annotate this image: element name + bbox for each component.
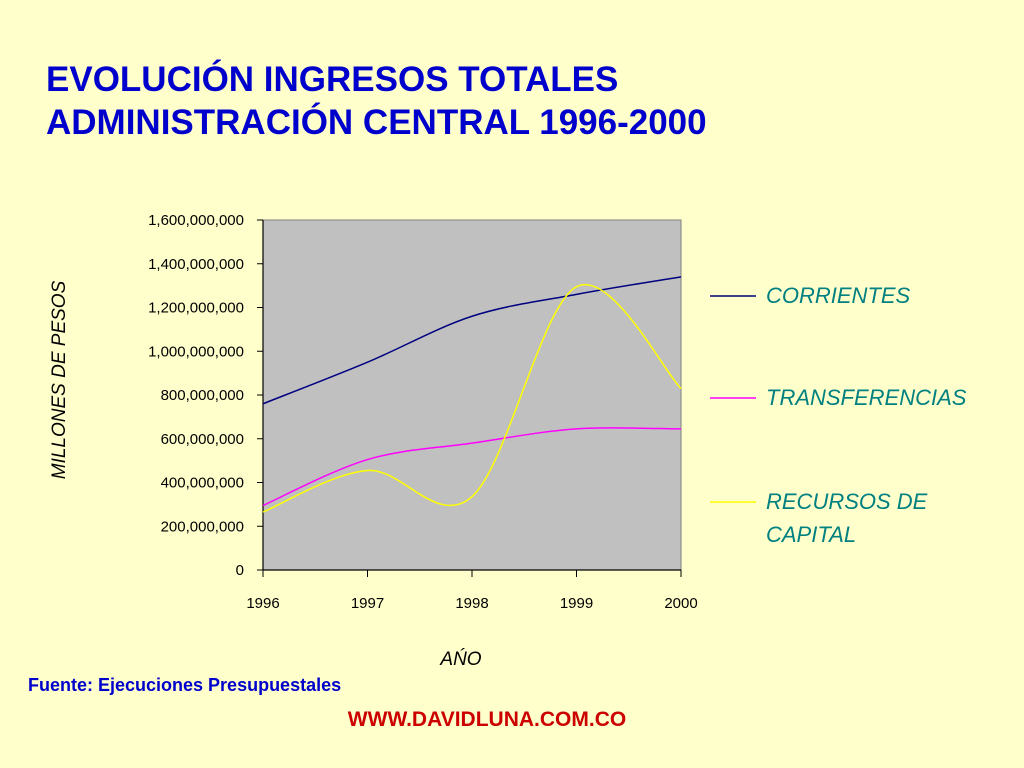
series-lines [262,276,682,513]
y-tick-label: 1,200,000,000 [148,300,244,317]
title-line-1: EVOLUCIÓN INGRESOS TOTALES [46,60,619,99]
legend-label: RECURSOS DE CAPITAL [766,489,928,547]
legend-label: CORRIENTES [766,283,911,308]
slide-title: EVOLUCIÓN INGRESOS TOTALES ADMINISTRACIÓ… [46,58,707,144]
x-tick-label: 2000 [664,595,697,612]
legend: CORRIENTES TRANSFERENCIAS RECURSOS DE CAPIT… [710,283,967,547]
website-link[interactable]: WWW.DAVIDLUNA.COM.CO [347,708,627,731]
y-tick-label: 600,000,000 [161,431,244,448]
source-note: Fuente: Ejecuciones Presupuestales [28,675,342,695]
y-tick-label: 0 [236,562,244,579]
axes: 0 200,000,000 400,000,000 600,000,000 800,00… [148,212,698,612]
title-line-2: ADMINISTRACIÓN CENTRAL 1996-2000 [46,103,707,142]
series-line-1 [262,427,682,507]
plot-area [262,219,682,571]
series-line-0 [262,276,682,405]
y-tick-label: 1,400,000,000 [148,256,244,273]
x-axis-label: AŃO [439,649,481,670]
series-line-2 [262,283,682,513]
x-tick-label: 1998 [455,595,488,612]
y-tick-label: 200,000,000 [161,518,244,535]
x-tick-label: 1999 [560,595,593,612]
legend-label: TRANSFERENCIAS [766,385,967,410]
x-tick-label: 1996 [246,595,279,612]
revenue-line-chart: 0 200,000,000 400,000,000 600,000,000 800,00… [49,212,967,670]
y-tick-label: 1,600,000,000 [148,212,244,229]
y-tick-label: 400,000,000 [161,475,244,492]
y-tick-label: 1,000,000,000 [148,343,244,360]
y-tick-label: 800,000,000 [161,387,244,404]
y-axis-label: MILLONES DE PESOS [49,280,70,479]
x-tick-label: 1997 [351,595,384,612]
